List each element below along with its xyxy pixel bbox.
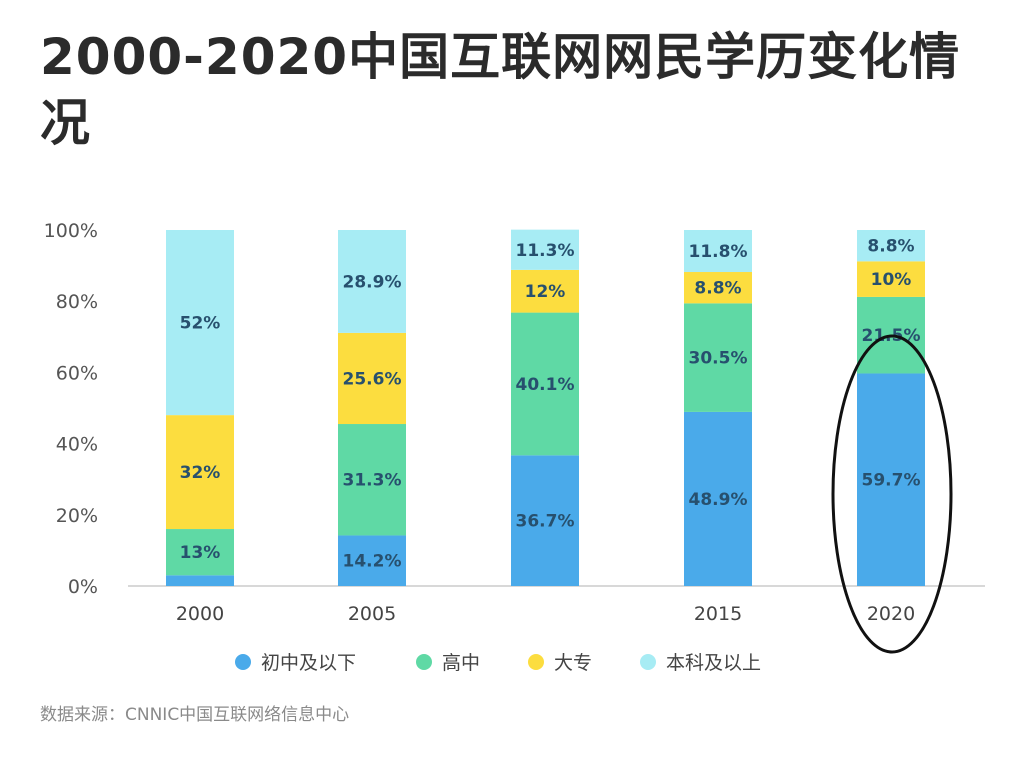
legend-swatch [416,654,432,670]
bar-segment [166,230,234,416]
bar-segment [684,272,752,304]
bar-segment [857,373,925,586]
x-tick-label: 2000 [176,603,224,625]
x-tick-label: 2015 [694,603,742,625]
data-label: 8.8% [867,237,914,257]
data-label: 25.6% [343,369,402,389]
y-tick-label: 40% [56,434,98,456]
y-tick-label: 60% [56,362,98,384]
legend-label: 高中 [442,652,480,674]
bar-segment [338,332,406,425]
bar-segment [511,229,579,270]
y-tick-label: 0% [68,576,98,598]
data-label: 31.3% [343,471,402,491]
bar-segment [857,261,925,297]
bar-segment [166,575,234,586]
bars: 13% 32% 52% 14.2% 31.3% 25.6% 28.9% 36.7% 40.1% 1… [166,229,925,586]
highlight-circle [831,334,953,654]
y-tick-label: 20% [56,505,98,527]
legend-swatch [235,654,251,670]
bar-segment [684,303,752,412]
legend: 初中及以下 高中 大专 本科及以上 [235,652,761,674]
bar-segment [857,230,925,262]
stacked-bar-chart: 0% 20% 40% 60% 80% 100% 13% 32% 52% 14.2% 31.3% 25… [44,220,985,674]
bar-segment [511,269,579,313]
legend-swatch [528,654,544,670]
bar-segment [166,415,234,530]
bar-segment [338,424,406,536]
legend-label: 初中及以下 [261,652,356,674]
data-label: 13% [180,543,221,563]
bar-segment [684,411,752,586]
legend-label: 本科及以上 [666,652,761,674]
data-label: 36.7% [516,512,575,532]
data-label: 52% [180,314,221,334]
bar-segment [338,230,406,333]
y-tick-label: 100% [44,220,98,242]
data-label: 11.8% [689,242,748,262]
data-label: 30.5% [689,349,748,369]
legend-label: 大专 [554,652,592,674]
data-label: 14.2% [343,552,402,572]
legend-swatch [640,654,656,670]
x-tick-label: 2020 [867,603,915,625]
data-label: 12% [525,282,566,302]
x-axis: 2000 2005 2015 2020 [176,603,915,625]
data-label: 32% [180,463,221,483]
data-label: 28.9% [343,272,402,292]
data-label: 10% [871,270,912,290]
x-tick-label: 2005 [348,603,396,625]
data-label: 48.9% [689,490,748,510]
bar-segment [511,312,579,456]
bar-segment [511,455,579,586]
data-label: 40.1% [516,375,575,395]
data-label: 8.8% [694,279,741,299]
chart-title: 2000-2020中国互联网网民学历变化情况 [40,28,961,152]
data-label: 11.3% [516,241,575,261]
bar-segment [338,535,406,586]
bar-segment [684,230,752,273]
data-label: 59.7% [862,471,921,491]
bar-segment [166,529,234,576]
data-source-note: 数据来源：CNNIC中国互联网络信息中心 [40,705,350,725]
y-tick-label: 80% [56,291,98,313]
y-axis: 0% 20% 40% 60% 80% 100% [44,220,98,598]
